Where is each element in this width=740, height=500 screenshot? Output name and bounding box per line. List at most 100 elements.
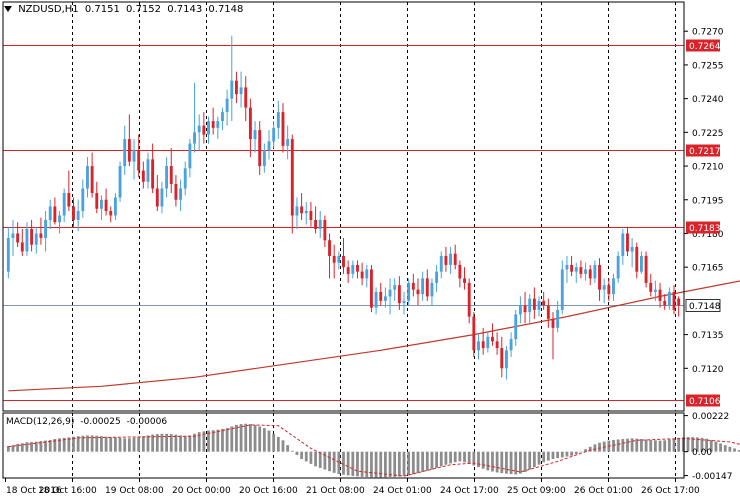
x-tick-label: 21 Oct 08:00	[306, 486, 365, 496]
macd-histogram-bar	[39, 441, 43, 452]
macd-histogram-bar	[86, 435, 89, 452]
bull-candle	[537, 300, 541, 310]
macd-histogram-bar	[644, 439, 648, 452]
macd-histogram-bar	[72, 436, 75, 452]
macd-histogram-bar	[523, 451, 527, 472]
bear-candle	[467, 282, 471, 317]
bear-candle	[258, 130, 262, 167]
macd-main-value: -0.00025	[80, 417, 121, 427]
bear-candle	[39, 233, 43, 238]
macd-histogram-bar	[118, 437, 122, 452]
bear-candle	[588, 269, 592, 279]
macd-histogram-bar	[537, 451, 541, 465]
macd-panel-frame	[2, 412, 685, 479]
bear-candle	[72, 206, 75, 220]
bear-candle	[109, 210, 113, 216]
macd-histogram-bar	[174, 434, 178, 452]
bear-candle	[523, 305, 527, 313]
macd-histogram-bar	[495, 451, 499, 473]
bull-candle	[477, 341, 480, 351]
bull-candle	[81, 188, 85, 211]
bear-candle	[472, 316, 476, 351]
macd-histogram-bar	[737, 450, 740, 452]
level-label: 0.7106	[689, 397, 721, 407]
bull-candle	[221, 112, 224, 122]
macd-histogram-bar	[123, 438, 127, 452]
bear-candle	[491, 336, 494, 342]
macd-histogram-bar	[528, 451, 532, 470]
macd-histogram-bar	[20, 443, 24, 452]
bull-candle	[86, 166, 89, 189]
macd-y-tick-label: 0.00222	[692, 412, 729, 422]
bear-candle	[644, 255, 648, 283]
macd-histogram-bar	[584, 449, 587, 452]
macd-histogram-bar	[365, 451, 369, 478]
macd-histogram-bar	[360, 451, 364, 477]
bear-candle	[369, 269, 373, 308]
bear-candle	[416, 289, 420, 295]
macd-histogram-bar	[505, 451, 508, 474]
bull-candle	[118, 166, 122, 198]
bear-candle	[346, 267, 350, 274]
bull-candle	[304, 210, 308, 214]
bear-candle	[248, 107, 252, 140]
macd-histogram-bar	[253, 424, 257, 452]
macd-histogram-bar	[104, 436, 108, 452]
macd-histogram-bar	[44, 440, 47, 452]
bull-candle	[402, 300, 406, 304]
macd-histogram-bar	[621, 439, 625, 452]
bear-candle	[570, 264, 574, 272]
macd-histogram-bar	[709, 439, 713, 452]
bear-candle	[546, 305, 550, 319]
bear-candle	[607, 285, 611, 295]
macd-histogram-bar	[393, 451, 397, 477]
bull-candle	[621, 233, 625, 256]
bear-candle	[151, 159, 155, 189]
macd-histogram-bar	[640, 439, 643, 452]
bear-candle	[16, 233, 20, 243]
bear-candle	[309, 210, 313, 220]
macd-histogram-bar	[560, 451, 564, 458]
macd-histogram-bar	[579, 451, 583, 453]
bull-candle	[216, 121, 220, 128]
x-tick-label: 18 Oct 2016	[6, 486, 62, 496]
bear-candle	[328, 240, 331, 256]
current-price-tag	[685, 299, 721, 312]
bull-candle	[602, 285, 606, 290]
bear-candle	[579, 267, 583, 274]
price-panel-frame	[2, 1, 685, 412]
macd-histogram-bar	[686, 437, 690, 452]
level-tag	[686, 39, 720, 52]
macd-histogram-bar	[262, 428, 266, 452]
bull-candle	[160, 188, 164, 207]
macd-histogram-bar	[691, 437, 695, 452]
x-tick-label: 25 Oct 09:00	[507, 486, 566, 496]
bear-candle	[672, 291, 676, 310]
macd-histogram-bar	[202, 431, 206, 452]
chevron-down-icon[interactable]	[4, 6, 12, 12]
macd-histogram-bar	[477, 451, 480, 468]
bull-candle	[262, 150, 266, 167]
macd-histogram-bar	[62, 437, 66, 452]
macd-histogram-bar	[514, 451, 518, 475]
macd-histogram-bar	[402, 451, 406, 477]
macd-histogram-bar	[155, 434, 159, 452]
bear-candle	[281, 112, 285, 146]
bull-candle	[560, 269, 564, 310]
bull-candle	[99, 199, 103, 209]
macd-histogram-bar	[295, 451, 299, 455]
macd-histogram-bar	[332, 451, 336, 473]
bull-candle	[183, 168, 187, 189]
y-tick-label: 0.7135	[692, 331, 724, 341]
bear-candle	[332, 255, 336, 263]
bear-candle	[67, 193, 71, 207]
macd-histogram-bar	[114, 437, 117, 452]
bull-candle	[76, 210, 80, 220]
bear-candle	[626, 233, 629, 252]
macd-histogram-bar	[244, 423, 248, 452]
macd-y-tick-label: -0.00147	[692, 472, 732, 482]
bear-candle	[356, 264, 359, 272]
macd-histogram-bar	[593, 444, 597, 452]
macd-histogram-bar	[328, 451, 331, 472]
